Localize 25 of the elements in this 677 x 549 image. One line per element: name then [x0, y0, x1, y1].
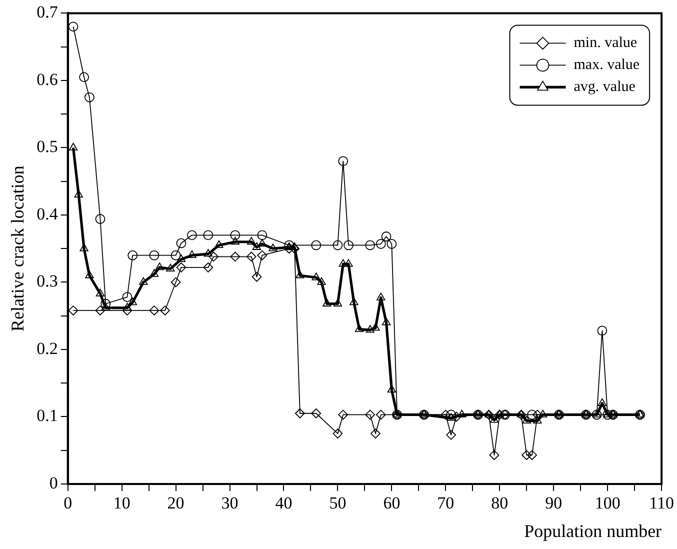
y-tick-label: 0.7	[36, 2, 58, 22]
y-tick-label: 0.2	[36, 338, 58, 358]
y-tick-label: 0.6	[36, 70, 58, 89]
x-axis-title: Population number	[524, 520, 662, 541]
x-tick-label: 20	[167, 494, 184, 513]
x-tick-label: 10	[113, 494, 130, 513]
x-tick-label: 80	[491, 494, 508, 513]
y-tick-label: 0	[49, 473, 58, 492]
x-tick-label: 30	[221, 494, 238, 513]
x-tick-label: 60	[383, 494, 400, 513]
x-tick-label: 40	[275, 494, 292, 513]
x-tick-label: 70	[437, 494, 454, 513]
legend-label: max. value	[574, 57, 640, 74]
y-tick-label: 0.1	[36, 406, 58, 426]
legend-label: min. value	[574, 35, 638, 52]
x-tick-label: 50	[329, 494, 346, 513]
legend-label: avg. value	[574, 79, 636, 96]
y-tick-label: 0.3	[36, 272, 58, 291]
x-tick-label: 100	[594, 494, 620, 513]
x-tick-label: 110	[649, 494, 674, 513]
y-tick-label: 0.4	[36, 204, 58, 224]
x-tick-label: 0	[64, 494, 72, 513]
y-axis-title: Relative crack location	[8, 166, 28, 332]
y-tick-label: 0.5	[36, 137, 58, 156]
x-tick-label: 90	[545, 494, 562, 513]
